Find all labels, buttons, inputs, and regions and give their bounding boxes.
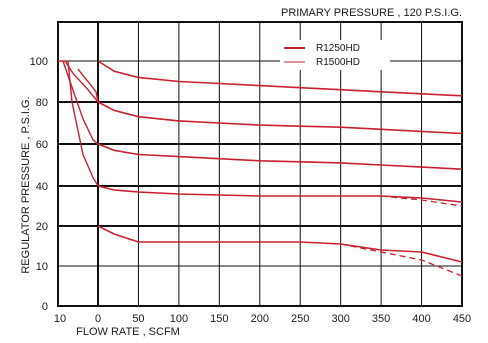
x-tick-label: 450 [453,313,471,325]
x-axis-label: FLOW RATE , SCFM [76,326,180,338]
grid [57,21,463,307]
lockup-curve [62,60,99,145]
lockup-curve [58,60,99,103]
x-tick-label: 150 [210,313,228,325]
x-tick-label: 250 [291,313,309,325]
y-tick-label: 10 [36,261,48,273]
lockup-curve [77,68,99,103]
legend-background [280,40,390,70]
x-tick-label: 0 [95,313,101,325]
y-tick-label: 60 [36,139,48,151]
y-tick-label: 40 [36,181,48,193]
legend: R1250HD R1500HD [280,40,390,70]
tick-labels: 10 0 50 100 150 200 250 300 350 400 45001020406080… [30,56,472,325]
y-tick-label: 100 [30,56,48,68]
curve-r1250hd-80 [97,101,463,135]
chart-title: PRIMARY PRESSURE , 120 P.S.I.G. [281,7,462,19]
plot-frame [57,21,463,307]
curves [58,60,463,277]
curve-r1500hd-20 [340,243,463,277]
legend-label-r1500hd: R1500HD [316,57,360,68]
lockup-curve [67,60,99,187]
x-tick-label: 400 [412,313,430,325]
curve-r1250hd-20 [97,225,463,263]
x-tick-label: 100 [170,313,188,325]
legend-label-r1250hd: R1250HD [316,43,360,54]
curve-r1250hd-100 [97,60,463,97]
x-tick-label: 50 [132,313,144,325]
curve-r1250hd-60 [97,143,463,170]
x-tick-label: 200 [251,313,269,325]
y-tick-label: 20 [36,221,48,233]
y-axis-label: REGULATOR PRESSURE , P.S.I.G. [20,96,32,273]
curve-r1250hd-40 [97,185,463,203]
x-tick-label: 350 [372,313,390,325]
x-tick-label: 300 [331,313,349,325]
y-tick-label: 80 [36,97,48,109]
y-tick-label: 0 [42,301,48,313]
curve-r1500hd-40 [381,195,463,207]
x-tick-label: 10 [54,313,66,325]
